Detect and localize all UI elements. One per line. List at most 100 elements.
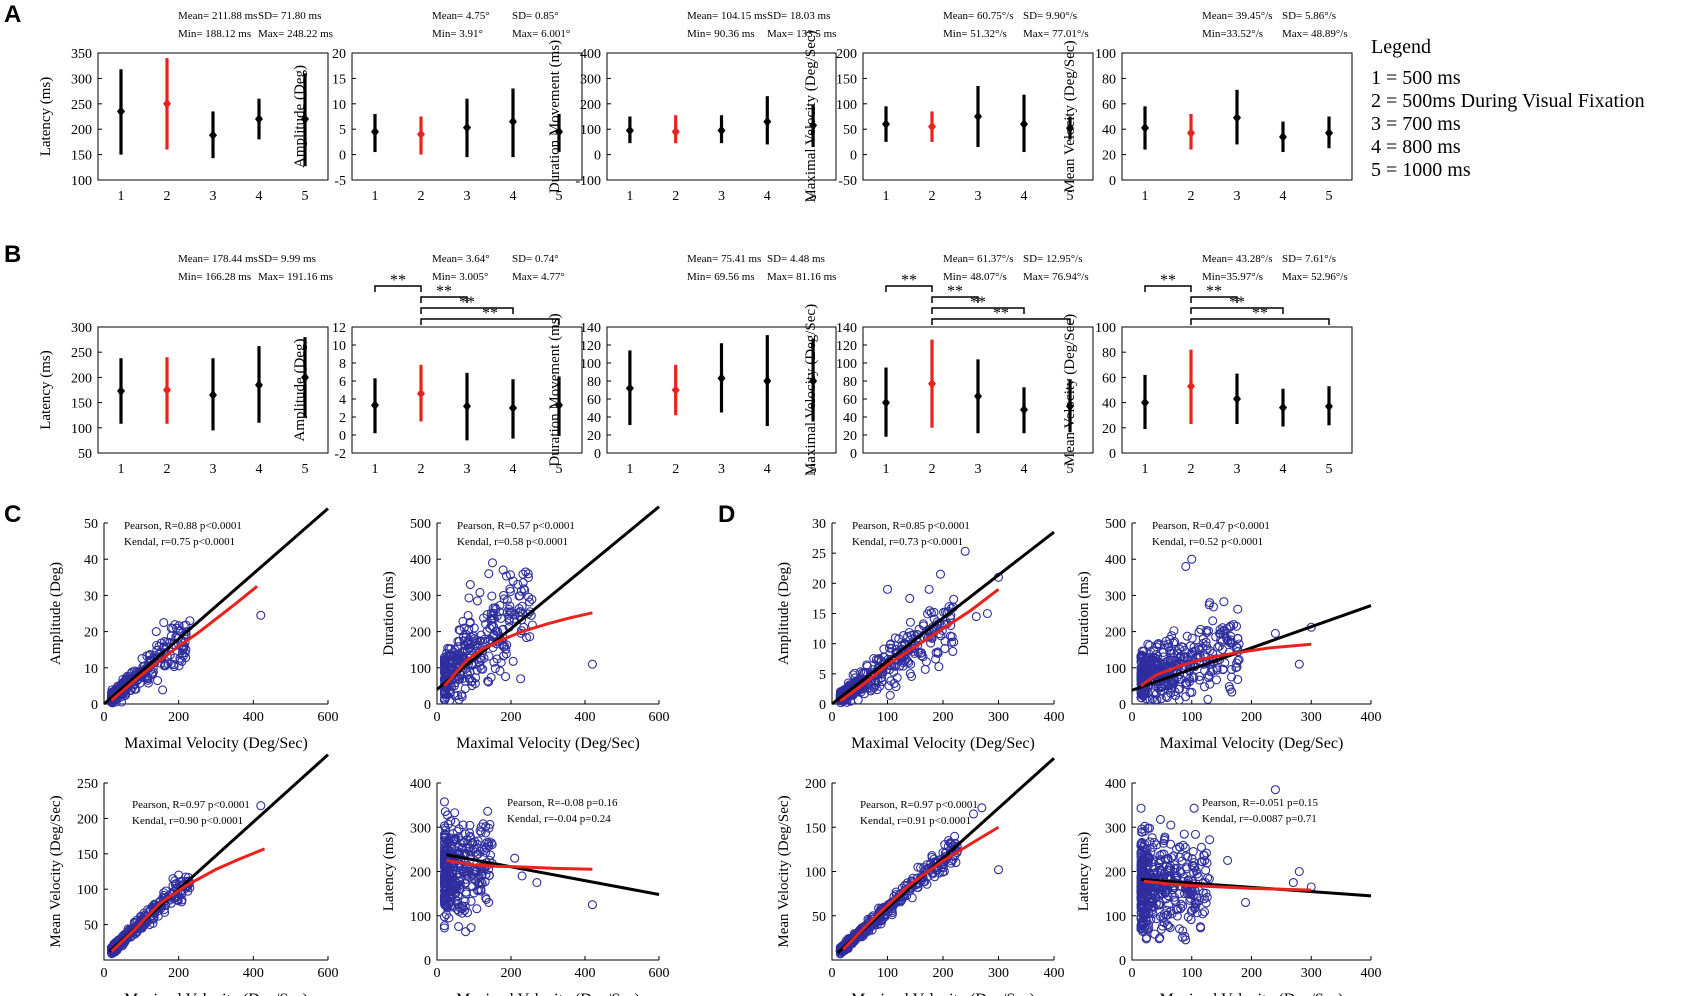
scatter-point	[498, 565, 508, 575]
y-axis-label: Maximal Velocity (Deg/Sec)	[803, 30, 819, 202]
y-tick-label: 300	[410, 821, 431, 836]
y-axis-label: Mean Velocity (Deg/Sec)	[1062, 40, 1078, 192]
scatter-point	[485, 850, 496, 860]
scatter-point	[931, 654, 941, 664]
x-tick-label: 2	[1188, 462, 1195, 477]
scatter-point	[133, 921, 143, 931]
y-tick-label: 20	[1102, 422, 1116, 437]
y-tick-label: 30	[84, 589, 98, 604]
y-tick-label: 200	[805, 777, 826, 792]
x-tick-label: 1	[883, 189, 890, 204]
x-tick-label: 2	[164, 189, 171, 204]
mean-marker	[1141, 397, 1149, 408]
scatter-point	[159, 637, 170, 647]
significance-bracket	[1144, 285, 1192, 292]
scatter-point	[939, 866, 949, 876]
scatter-point	[484, 897, 494, 907]
x-tick-label: 200	[168, 966, 189, 981]
stat-max: Max= 48.89°/s	[1282, 28, 1348, 40]
x-tick-label: 5	[302, 189, 309, 204]
x-tick-label: 0	[101, 710, 108, 725]
scatter-point	[171, 879, 181, 889]
scatter-point	[869, 654, 879, 664]
scatter-point	[179, 621, 189, 631]
scatter-point	[477, 844, 487, 854]
significance-bracket	[885, 285, 933, 292]
y-tick-label: 4	[339, 393, 346, 408]
scatter-point	[166, 623, 176, 633]
scatter-point	[1171, 844, 1182, 854]
mean-marker	[1233, 393, 1241, 404]
scatter-point	[154, 641, 164, 651]
scatter-point	[1171, 905, 1182, 915]
mean-marker	[163, 385, 171, 395]
significance-bracket	[931, 296, 979, 303]
scatter-point	[1226, 635, 1236, 645]
mean-marker	[717, 125, 726, 136]
scatter-point	[1137, 856, 1147, 866]
scatter-point	[855, 927, 865, 938]
scatter-point	[1166, 906, 1176, 916]
stat-max: Max= 191.16 ms	[258, 271, 333, 283]
scatter-point	[913, 862, 923, 872]
scatter-point	[1145, 695, 1155, 705]
scatter-point	[175, 655, 185, 665]
scatter-point	[968, 809, 979, 819]
x-axis-label: Maximal Velocity (Deg/Sec)	[1160, 991, 1344, 996]
stat-sd: SD= 9.90°/s	[1023, 10, 1077, 22]
scatter-point	[484, 870, 494, 880]
y-tick-label: 400	[1105, 777, 1126, 792]
scatter-point	[1186, 915, 1196, 925]
scatter-point	[476, 827, 486, 837]
scatter-point	[1136, 651, 1146, 661]
x-axis-label: Maximal Velocity (Deg/Sec)	[456, 991, 640, 996]
scatter-point	[472, 904, 482, 914]
scatter-point	[1156, 694, 1166, 704]
pearson-annotation: Pearson, R=0.97 p<0.0001	[860, 799, 978, 811]
scatter-point	[977, 803, 987, 813]
scatter-point	[944, 602, 954, 612]
x-tick-label: 0	[829, 966, 836, 981]
scatter-point	[460, 905, 470, 915]
scatter-point	[125, 685, 135, 695]
plot-frame	[1121, 326, 1353, 454]
scatter-point	[439, 871, 449, 881]
scatter-point	[1201, 865, 1211, 875]
x-tick-label: 3	[975, 189, 982, 204]
mean-marker	[1141, 122, 1149, 133]
stat-max: Max= 81.16 ms	[767, 271, 836, 283]
scatter-point	[887, 910, 897, 920]
pearson-annotation: Pearson, R=0.57 p<0.0001	[457, 520, 575, 532]
x-tick-label: 3	[718, 189, 725, 204]
scatter-point	[1144, 897, 1154, 907]
scatter-point	[1155, 856, 1166, 866]
scatter-point	[158, 685, 168, 695]
scatter-point	[453, 642, 463, 652]
scatter-point	[151, 627, 161, 637]
regression-line	[103, 507, 329, 706]
mean-marker	[763, 376, 772, 386]
mean-marker	[671, 126, 680, 137]
scatter-point	[1174, 924, 1185, 934]
scatter-point	[502, 607, 512, 617]
significance-bracket	[931, 307, 1025, 314]
panel-letter-b: B	[4, 241, 21, 268]
scatter-point	[470, 678, 480, 689]
scatter-point	[147, 669, 157, 679]
scatter-point	[1143, 639, 1153, 649]
chart-d2: 0 100 200 300 400 0 100 200 300 400 500 Maximal Vel…	[1076, 517, 1382, 752]
x-tick-label: 5	[1067, 189, 1074, 204]
y-tick-label: 80	[1102, 346, 1116, 361]
y-tick-label: -100	[575, 174, 601, 189]
scatter-point	[1190, 829, 1201, 839]
scatter-point	[487, 611, 497, 621]
smooth-fit-line	[839, 588, 1000, 703]
y-tick-label: -50	[838, 174, 857, 189]
scatter-point	[469, 623, 479, 633]
plot-frame	[351, 326, 583, 454]
panel-letter-c: C	[4, 501, 21, 528]
y-tick-label: 200	[71, 123, 92, 138]
scatter-point	[513, 579, 523, 589]
scatter-point	[441, 910, 451, 920]
scatter-point	[1187, 633, 1197, 643]
